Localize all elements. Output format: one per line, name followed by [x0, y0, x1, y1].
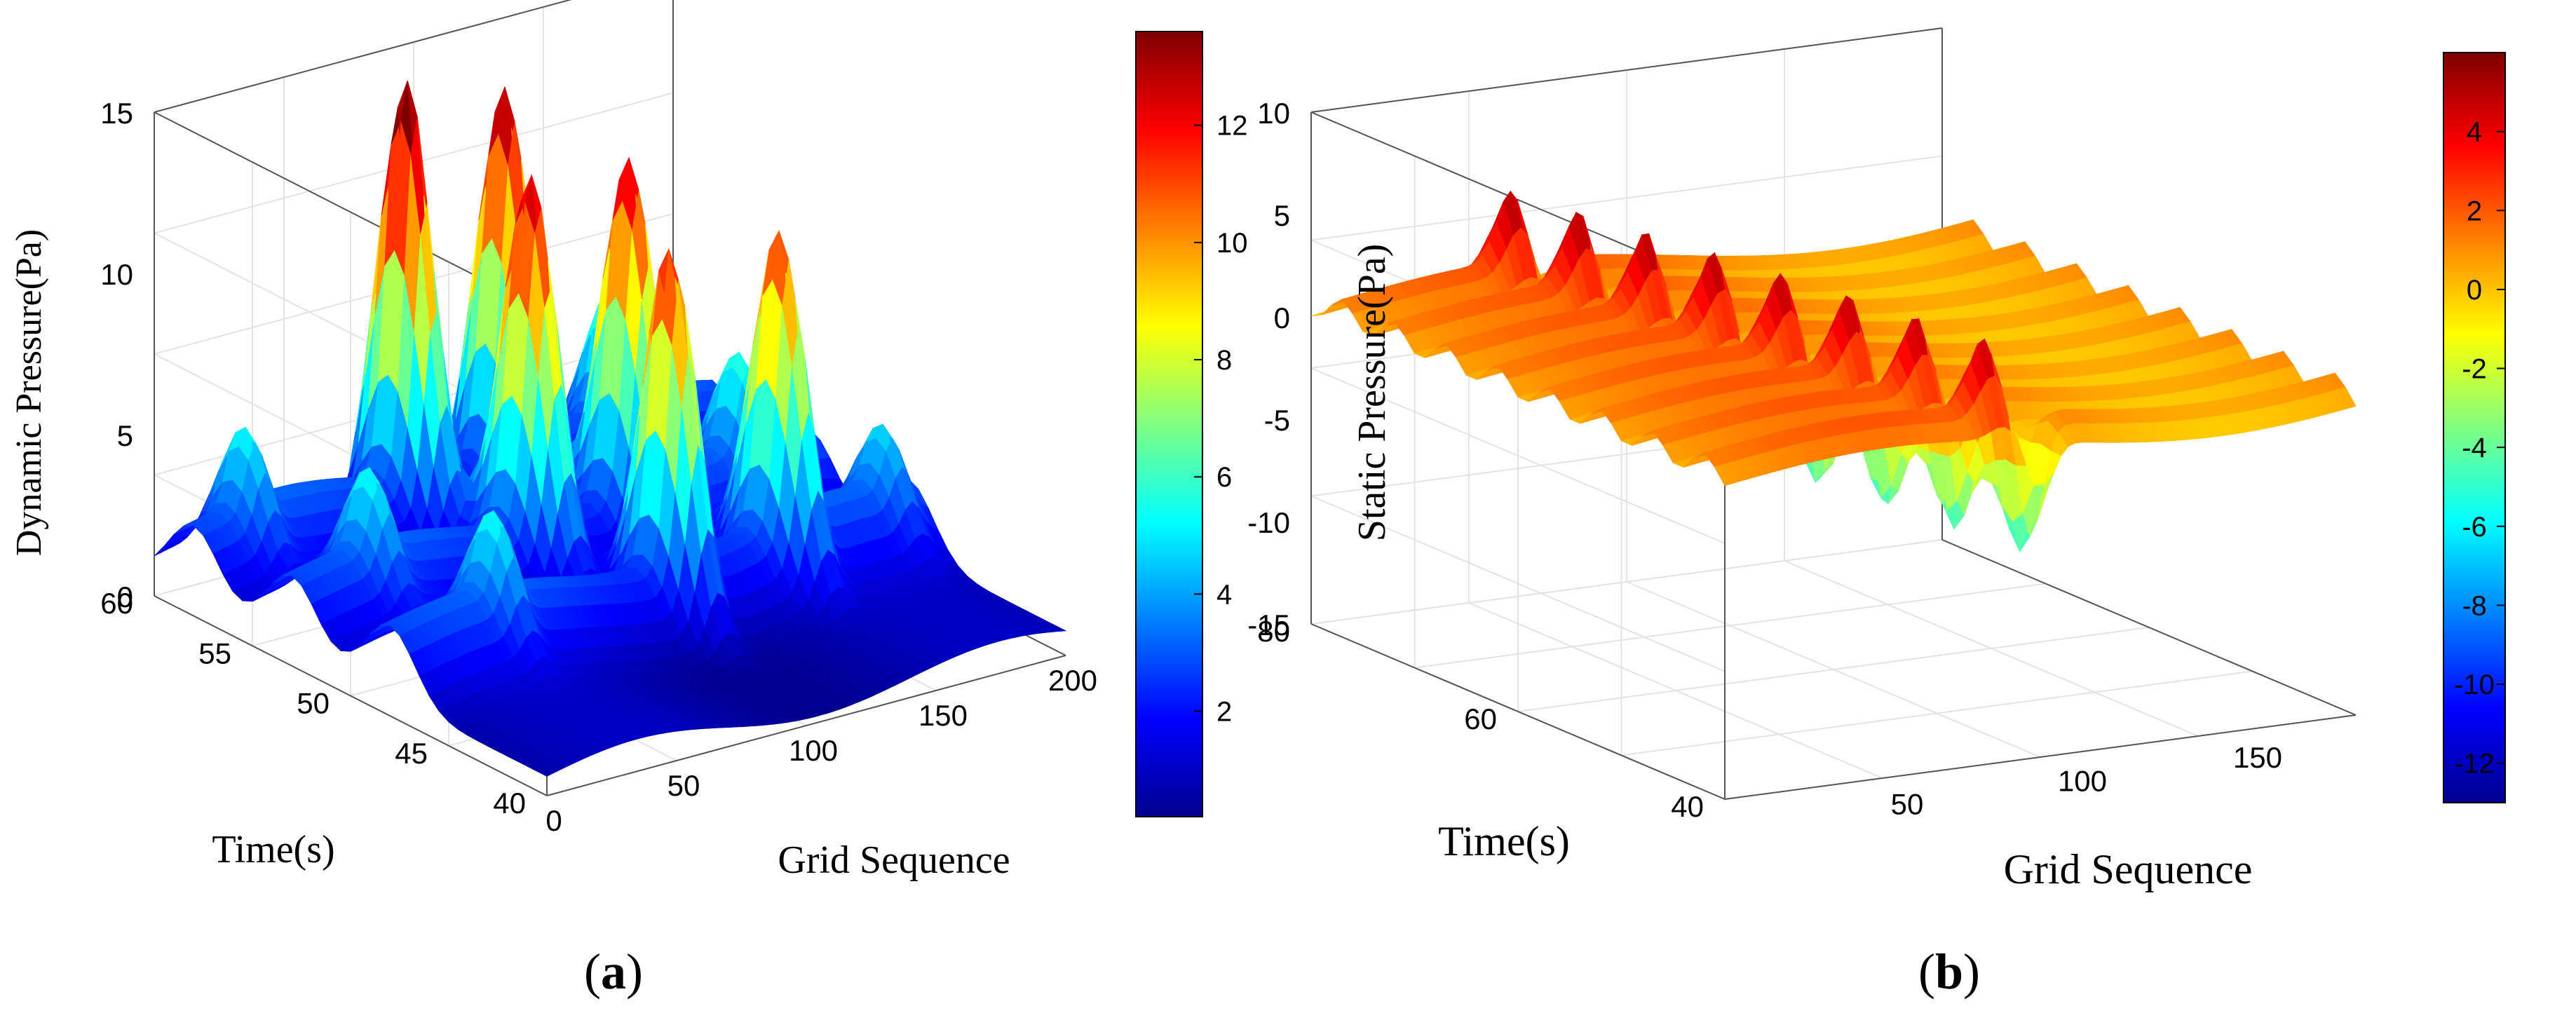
panel-a-axis-edge: [154, 0, 572, 113]
panel-a-axis-edge: [546, 655, 1066, 796]
panel-a-colorbar-tick-label: 2: [1216, 697, 1232, 728]
panel-a-y-tick: 50: [297, 687, 330, 720]
panel-a-x-axis-label: Grid Sequence: [778, 838, 1010, 882]
panel-a-y-axis-label: Time(s): [212, 828, 334, 871]
panel-a-z-tick: 5: [117, 419, 133, 452]
panel-a-z-tick: 15: [100, 97, 133, 130]
panel-a-x-tick: 0: [545, 804, 562, 837]
panel-b-gridline: [1414, 583, 2046, 669]
panel-a-axis-edge: [154, 595, 548, 796]
panel-b-surface: [1310, 190, 2357, 552]
panel-a-colorbar-tick-label: 6: [1216, 462, 1232, 493]
panel-a-x-tick: 200: [1048, 664, 1097, 697]
panel-a-y-tick: 45: [395, 737, 428, 770]
panel-a-colorbar-tick-label: 10: [1216, 228, 1248, 259]
panel-b-gridline: [1517, 627, 2150, 712]
panel-a-x-tick: 50: [667, 769, 700, 802]
panel-a-label-close: ): [626, 944, 643, 1000]
panel-a-label-open: (: [584, 944, 601, 1000]
panel-a-z-axis-label: Dynamic Pressure(Pa): [9, 229, 49, 556]
panel-a-label-letter: a: [601, 944, 626, 1000]
panel-a-colorbar-tick-label: 12: [1216, 111, 1248, 142]
panel-a-label: (a): [584, 944, 643, 1000]
panel-b-gridline: [1784, 560, 2199, 737]
panel-a-colorbar-tick-label: 4: [1216, 579, 1232, 610]
panel-a-y-tick: 55: [198, 637, 231, 669]
panel-a-colorbar: [1135, 31, 1203, 817]
panel-a-x-tick: 100: [789, 734, 838, 767]
panel-a-y-tick: 40: [493, 787, 526, 820]
panel-a-facet: [154, 543, 171, 557]
panel-a-colorbar-tick-label: 8: [1216, 345, 1232, 376]
panel-b-axis-edge: [1941, 539, 2357, 716]
panel-a-x-tick: 150: [918, 699, 968, 732]
panel-a-z-tick: 10: [100, 258, 133, 291]
panel-a-surface: [154, 80, 1067, 777]
panel-a-y-tick: 60: [100, 587, 133, 620]
